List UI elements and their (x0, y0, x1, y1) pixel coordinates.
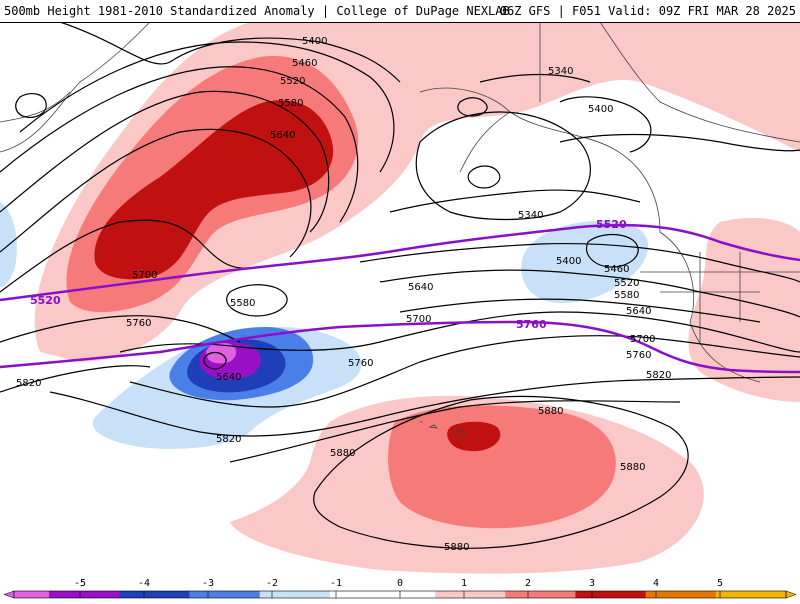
colorbar-segment (645, 591, 682, 598)
colorbar-tick-label: -1 (330, 578, 342, 589)
colorbar-segment (575, 591, 612, 598)
colorbar-tick-label: -5 (74, 578, 86, 589)
anomaly-fill-neg1-northeast (521, 220, 649, 303)
colorbar-tick-label: -4 (138, 578, 150, 589)
colorbar-segment (154, 591, 190, 598)
contour-label-low-center: 5640 (216, 372, 241, 383)
contour-label: 5400 (588, 104, 613, 115)
colorbar-tick-label: 5 (717, 578, 723, 589)
contour-label: 5640 (270, 130, 295, 141)
colorbar-segment (119, 591, 155, 598)
contour-label: 5580 (230, 298, 255, 309)
colorbar-segment (329, 591, 366, 598)
map-canvas: 5400 5460 5520 5580 5640 5700 5760 5820 … (0, 22, 800, 575)
contour-label: 5880 (330, 448, 355, 459)
colorbar-tick-label: 4 (653, 578, 659, 589)
colorbar-segment (715, 591, 752, 598)
colorbar-svg: -5 -4 -3 -2 -1 0 1 2 3 4 5 (3, 578, 797, 599)
colorbar-tick-label: 2 (525, 578, 531, 589)
contour-label: 5400 (302, 36, 327, 47)
highlight-label: 5760 (516, 318, 547, 331)
contour-label: 5460 (292, 58, 317, 69)
colorbar-right-arrow (785, 590, 797, 599)
colorbar-segment (750, 591, 787, 598)
anomaly-map: 5400 5460 5520 5580 5640 5700 5760 5820 … (0, 22, 800, 575)
highlight-label: 5520 (30, 294, 61, 307)
highlight-labels: 5520 5760 5520 (30, 218, 627, 331)
contour-label: 5700 (630, 334, 655, 345)
contour-label: 5520 (280, 76, 305, 87)
contour-label: 5520 (614, 278, 639, 289)
colorbar: -5 -4 -3 -2 -1 0 1 2 3 4 5 (0, 575, 800, 600)
colorbar-segment (470, 591, 506, 598)
colorbar-segment (259, 591, 296, 598)
contour-label: 5640 (626, 306, 651, 317)
contour-label: 5340 (548, 66, 573, 77)
colorbar-segment (294, 591, 331, 598)
colorbar-left-arrow (3, 590, 15, 599)
colorbar-segment (14, 591, 50, 598)
contour-label: 5700 (132, 270, 157, 281)
contour-label: 5640 (408, 282, 433, 293)
contour-label: 5580 (614, 290, 639, 301)
contour-label: 5880 (444, 542, 469, 553)
colorbar-segment (49, 591, 85, 598)
coastlines (0, 22, 800, 439)
colorbar-segment (540, 591, 576, 598)
highlight-label: 5520 (596, 218, 627, 231)
contour-label: 5400 (556, 256, 581, 267)
contour-label: 5700 (406, 314, 431, 325)
anomaly-fill-pos3-north (94, 100, 334, 280)
colorbar-tick-label: -3 (202, 578, 214, 589)
colorbar-segment (364, 591, 401, 598)
colorbar-tick-label: -2 (266, 578, 278, 589)
contour-label: 5820 (646, 370, 671, 381)
colorbar-tick-label: 0 (397, 578, 403, 589)
colorbar-segment (435, 591, 471, 598)
contour-label: 5760 (348, 358, 373, 369)
colorbar-segment (189, 591, 226, 598)
colorbar-segment (680, 591, 717, 598)
contour-label: 5760 (126, 318, 151, 329)
contour-label: 5880 (538, 406, 563, 417)
header-bar: 500mb Height 1981-2010 Standardized Anom… (0, 0, 800, 23)
product-title: 500mb Height 1981-2010 Standardized Anom… (4, 4, 510, 18)
contour-label: 5820 (216, 434, 241, 445)
anomaly-fill-neg5 (206, 342, 237, 364)
contour-label: 5820 (16, 378, 41, 389)
colorbar-segment (84, 591, 120, 598)
colorbar-segment (610, 591, 647, 598)
contour-label: 5580 (278, 98, 303, 109)
contour-label: 5340 (518, 210, 543, 221)
contour-label: 5880 (620, 462, 645, 473)
colorbar-segment (400, 591, 436, 598)
anomaly-fill-pos2-south (388, 405, 616, 529)
height-labels: 5400 5460 5520 5580 5640 5700 5760 5820 … (16, 36, 671, 553)
contour-label: 5760 (626, 350, 651, 361)
model-valid-time: 06Z GFS | F051 Valid: 09Z FRI MAR 28 202… (499, 4, 796, 18)
colorbar-segment (505, 591, 541, 598)
colorbar-segment (224, 591, 261, 598)
colorbar-tick-label: 1 (461, 578, 467, 589)
highlight-contours (0, 223, 800, 374)
anomaly-fill-pos1-east (688, 217, 800, 402)
colorbar-tick-label: 3 (589, 578, 595, 589)
contour-label: 5460 (604, 264, 629, 275)
